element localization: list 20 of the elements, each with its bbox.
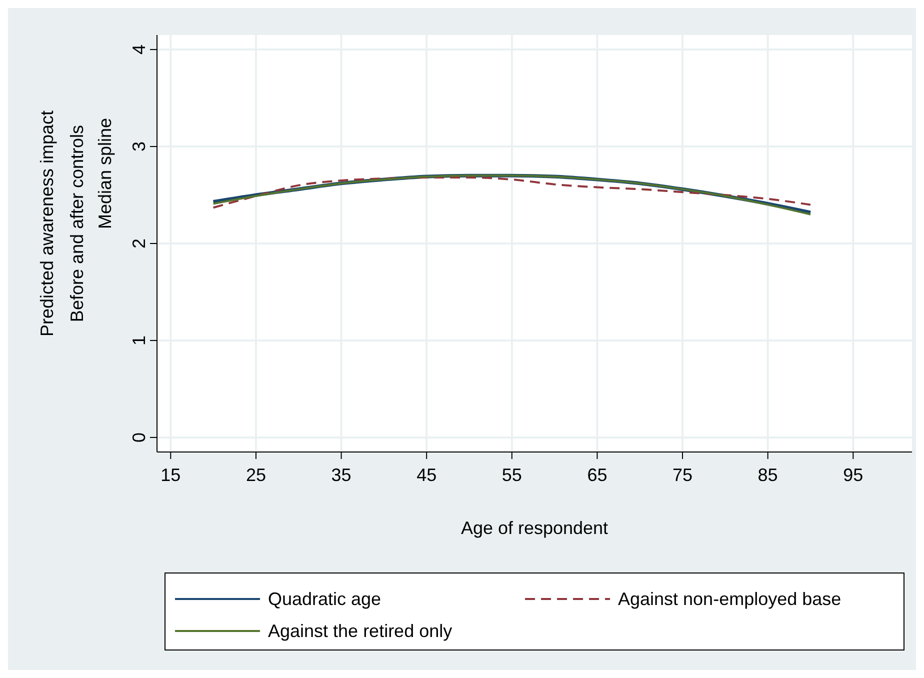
y-tick-label: 4 bbox=[129, 44, 149, 55]
x-tick-label: 85 bbox=[758, 465, 778, 485]
y-axis-title: Predicted awareness impact Before and after controls Median spline bbox=[37, 110, 115, 337]
x-tick-label: 75 bbox=[672, 465, 693, 485]
x-tick-label: 55 bbox=[502, 465, 522, 485]
x-tick-label: 35 bbox=[331, 465, 352, 485]
x-tick-label: 95 bbox=[843, 465, 864, 485]
y-tick-label: 0 bbox=[129, 432, 149, 442]
legend-label: Against non-employed base bbox=[618, 589, 842, 609]
y-tick-label: 2 bbox=[129, 238, 149, 249]
line-series bbox=[212, 176, 812, 209]
y-tick-label: 3 bbox=[129, 142, 149, 152]
legend-label: Quadratic age bbox=[268, 589, 382, 609]
y-tick-label: 1 bbox=[129, 335, 149, 346]
x-axis-title: Age of respondent bbox=[460, 518, 608, 538]
legend-label: Against the retired only bbox=[268, 621, 452, 641]
x-tick-label: 45 bbox=[416, 465, 437, 485]
x-tick-label: 25 bbox=[246, 465, 266, 485]
x-tick-label: 15 bbox=[160, 465, 181, 485]
x-tick-label: 65 bbox=[587, 465, 608, 485]
